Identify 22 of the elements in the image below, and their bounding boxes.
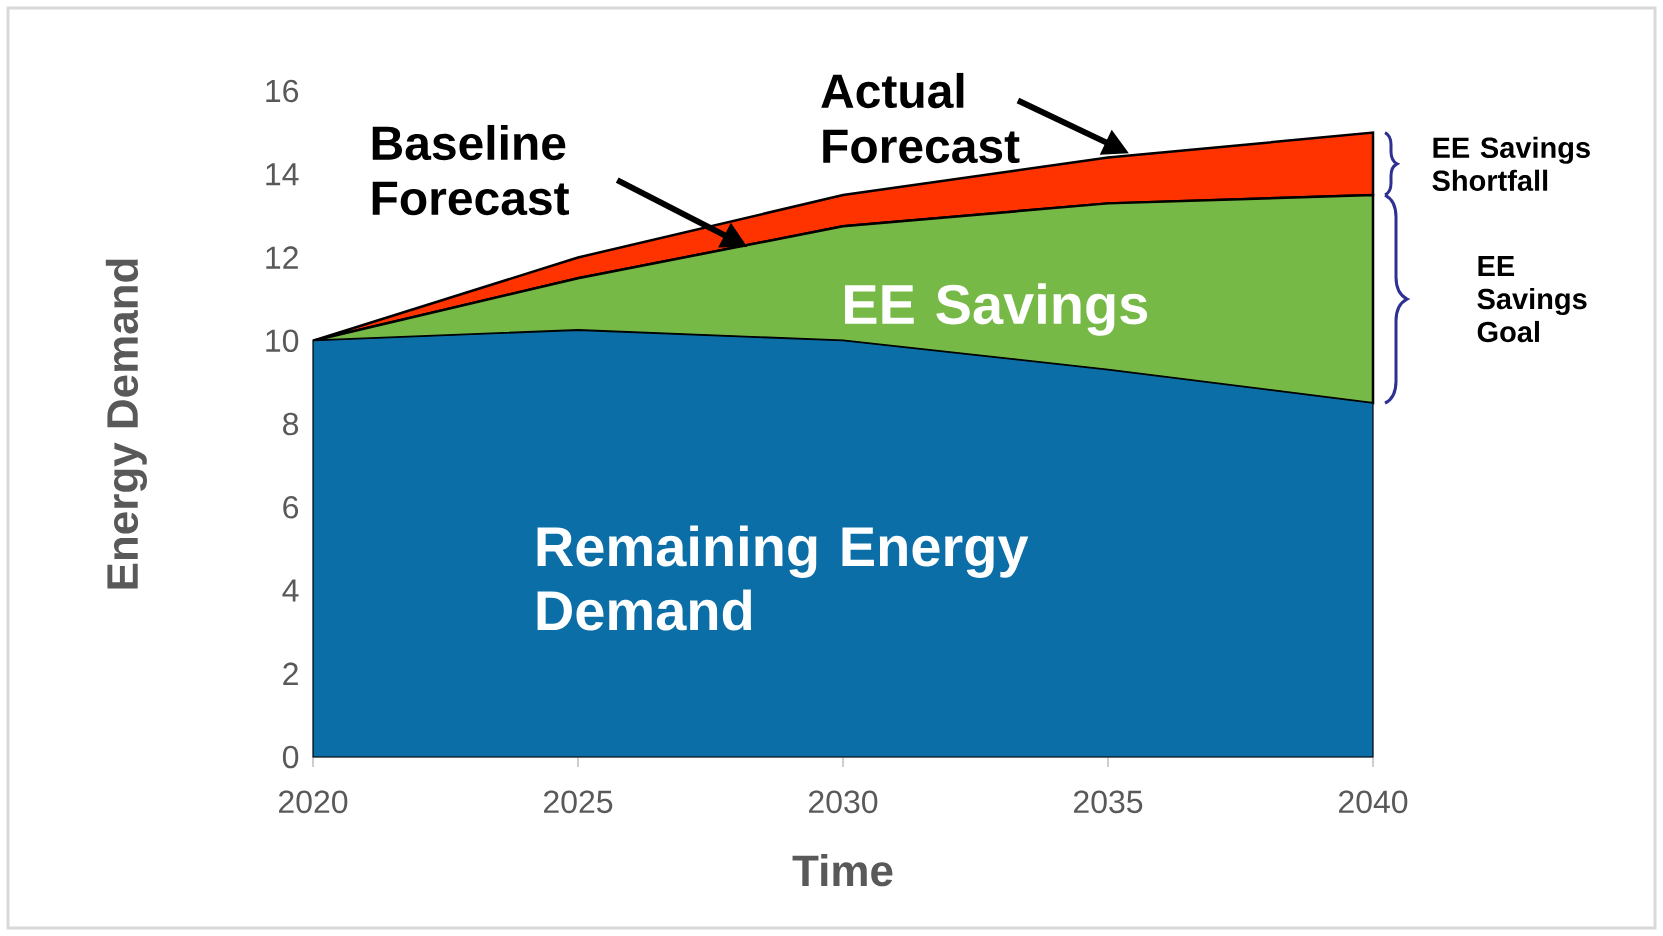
- y-tick-label: 14: [266, 163, 299, 186]
- annotation: Actual Forecast: [821, 72, 1020, 164]
- x-tick-label: 2025: [544, 790, 613, 814]
- text: EE Savings Shortfall: [1432, 136, 1590, 191]
- x-tick-label: 2035: [1074, 790, 1143, 814]
- y-tick-label: 4: [282, 579, 299, 602]
- y-axis-title: Energy Demand: [105, 259, 148, 589]
- annotation: Baseline Forecast: [372, 124, 570, 216]
- text: EE Savings Goal: [1477, 256, 1587, 343]
- x-axis-title: Time: [792, 854, 893, 887]
- x-tick-label: 2040: [1339, 790, 1408, 814]
- series-label: EE Savings: [844, 283, 1148, 336]
- y-tick-label: 8: [283, 412, 299, 436]
- y-tick-label: 0: [282, 745, 299, 769]
- y-tick-label: 10: [266, 329, 299, 353]
- series-label: Remaining Energy Demand: [537, 525, 1029, 631]
- y-tick-label: 6: [283, 495, 299, 519]
- y-tick-label: 12: [266, 246, 298, 269]
- x-tick-label: 2030: [809, 790, 878, 814]
- y-tick-label: 16: [266, 79, 299, 103]
- x-tick-label: 2020: [279, 790, 348, 814]
- y-tick-label: 2: [283, 662, 298, 685]
